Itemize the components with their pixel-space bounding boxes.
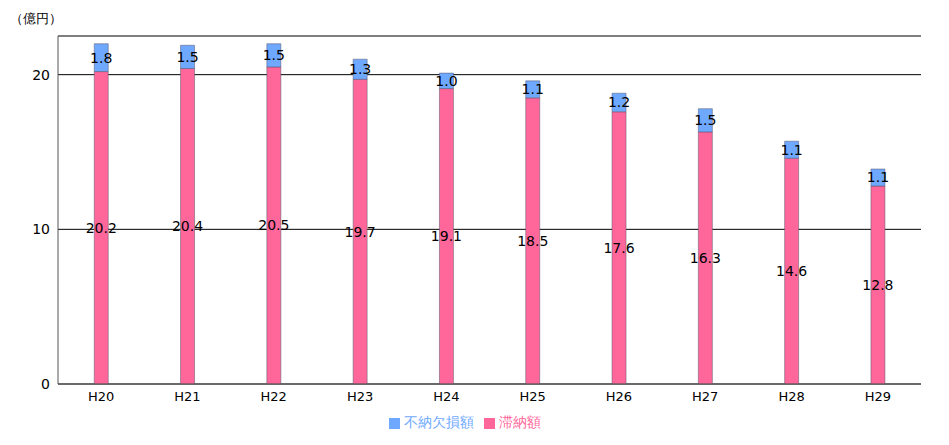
svg-text:12.8: 12.8 <box>862 277 893 293</box>
svg-text:20.5: 20.5 <box>258 217 289 233</box>
html-text:（億円）: （億円） <box>10 11 62 26</box>
svg-text:H23: H23 <box>347 389 373 404</box>
svg-text:14.6: 14.6 <box>776 263 807 279</box>
html-text:不納欠損額: 不納欠損額 <box>403 414 474 430</box>
svg-text:0: 0 <box>41 376 50 392</box>
svg-text:20: 20 <box>32 67 50 83</box>
svg-text:20.4: 20.4 <box>172 218 203 234</box>
svg-text:H21: H21 <box>174 389 200 404</box>
svg-text:H22: H22 <box>261 389 287 404</box>
svg-text:19.1: 19.1 <box>431 228 462 244</box>
svg-text:17.6: 17.6 <box>603 240 634 256</box>
svg-text:1.8: 1.8 <box>90 50 112 66</box>
svg-text:1.1: 1.1 <box>522 81 544 97</box>
svg-text:1.5: 1.5 <box>694 112 716 128</box>
svg-text:H28: H28 <box>778 389 804 404</box>
svg-text:1.5: 1.5 <box>176 49 198 65</box>
svg-text:20.2: 20.2 <box>86 220 117 236</box>
svg-text:1.1: 1.1 <box>867 169 889 185</box>
svg-text:H26: H26 <box>606 389 632 404</box>
html-text:滞納額: 滞納額 <box>498 414 541 430</box>
svg-text:H20: H20 <box>88 389 114 404</box>
svg-text:18.5: 18.5 <box>517 233 548 249</box>
svg-text:1.1: 1.1 <box>781 142 803 158</box>
svg-text:19.7: 19.7 <box>345 224 376 240</box>
svg-text:H24: H24 <box>433 389 459 404</box>
svg-text:1.3: 1.3 <box>349 61 371 77</box>
svg-text:1.0: 1.0 <box>435 73 457 89</box>
svg-text:1.5: 1.5 <box>263 47 285 63</box>
svg-text:1.2: 1.2 <box>608 94 630 110</box>
svg-text:H29: H29 <box>865 389 891 404</box>
svg-text:H25: H25 <box>519 389 545 404</box>
svg-text:16.3: 16.3 <box>690 250 721 266</box>
svg-text:10: 10 <box>32 221 50 237</box>
svg-text:H27: H27 <box>692 389 718 404</box>
